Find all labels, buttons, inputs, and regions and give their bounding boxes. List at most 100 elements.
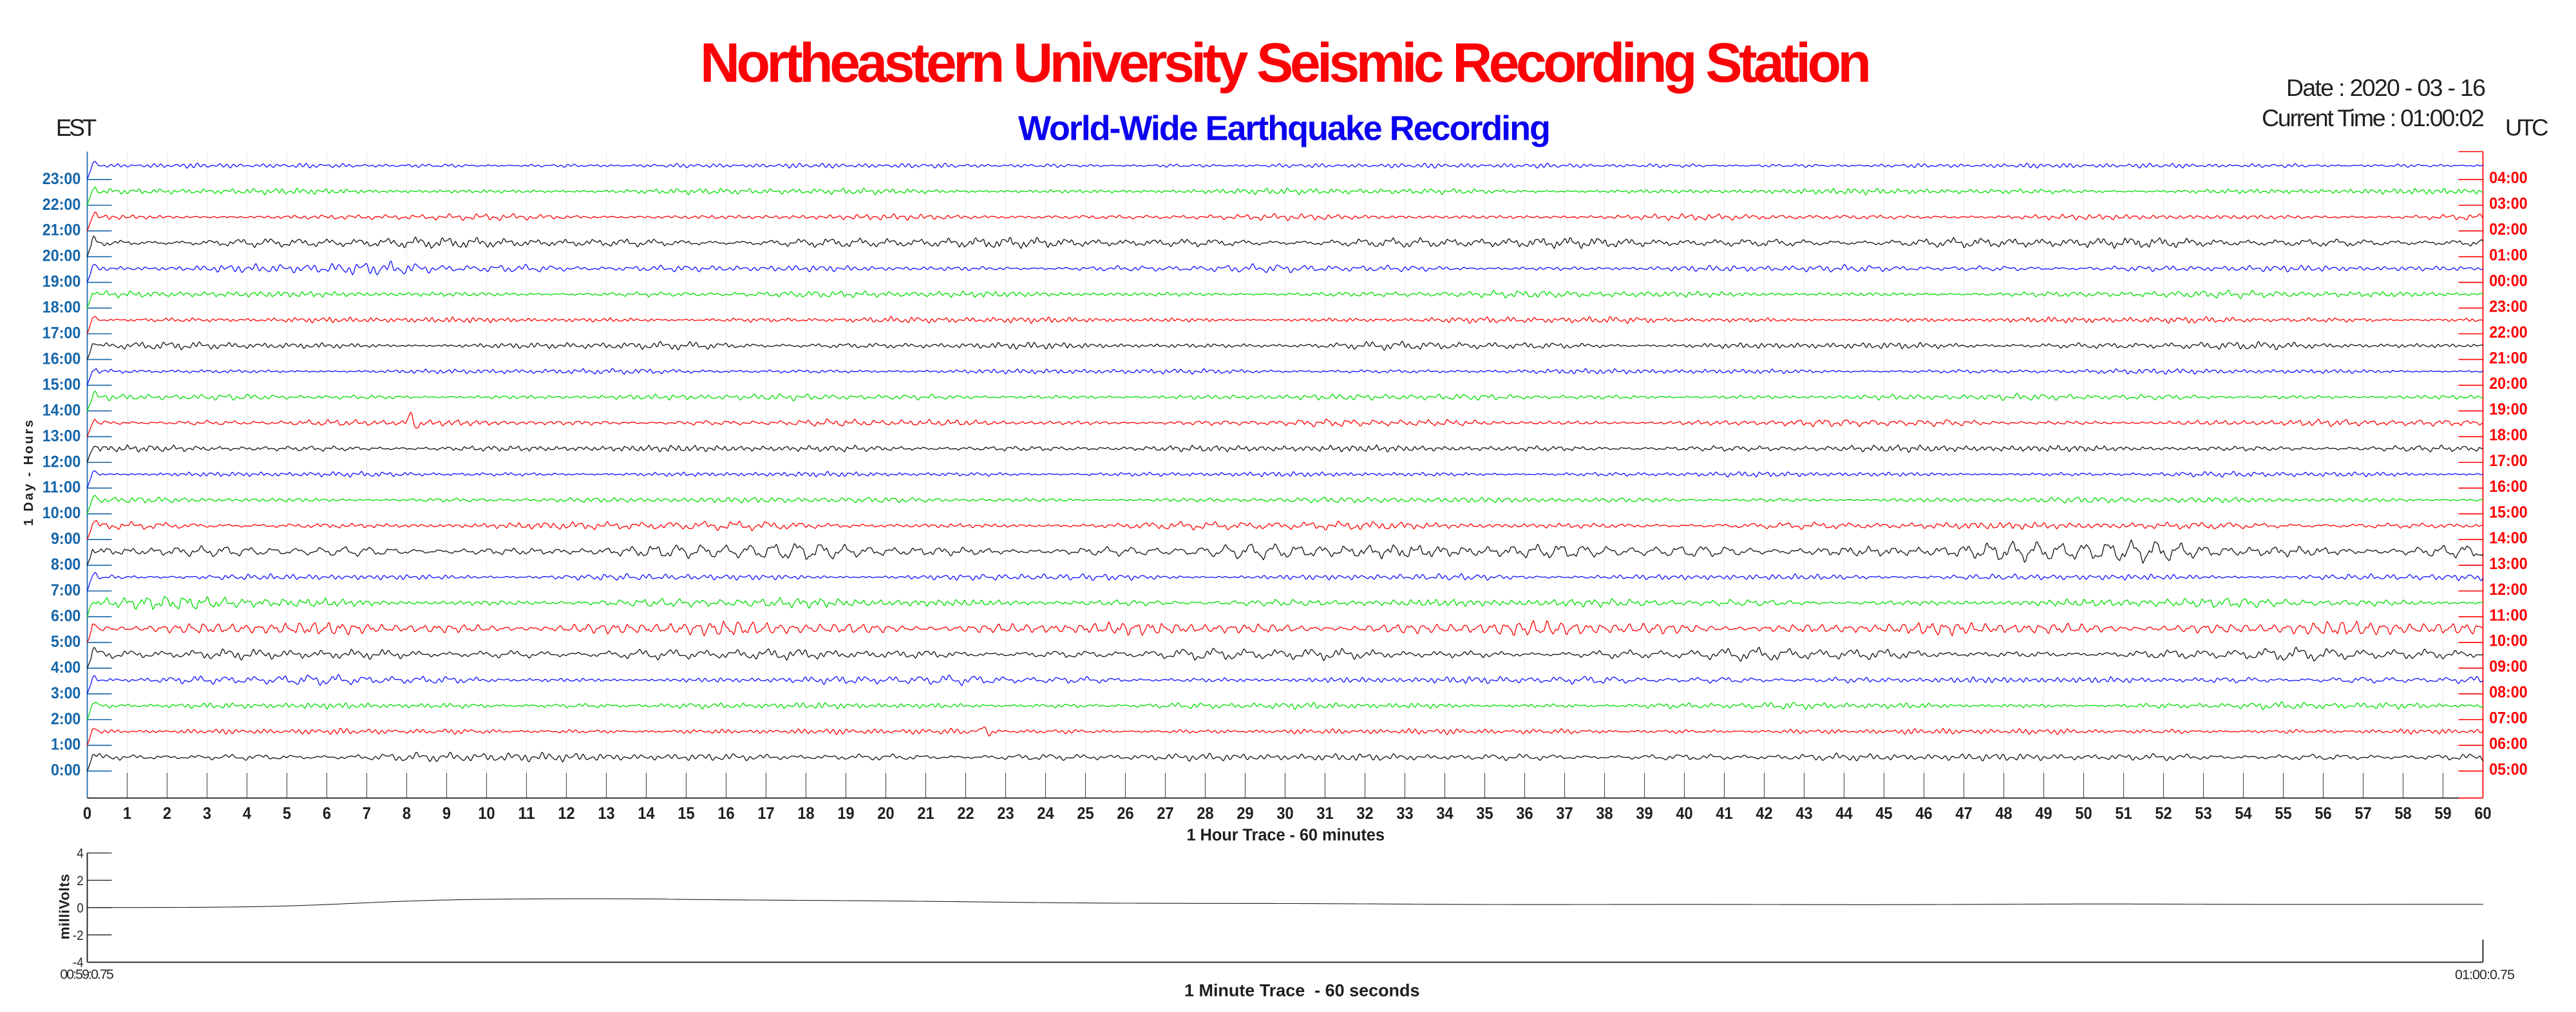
svg-text:11:00: 11:00 <box>2489 606 2528 624</box>
svg-text:39: 39 <box>1636 803 1653 823</box>
svg-text:9:00: 9:00 <box>51 530 80 548</box>
svg-text:19: 19 <box>837 803 854 823</box>
svg-text:7: 7 <box>363 803 371 823</box>
svg-text:1 Day - Hours: 1 Day - Hours <box>22 420 36 526</box>
svg-text:47: 47 <box>1955 803 1972 823</box>
svg-text:5:00: 5:00 <box>51 633 80 651</box>
svg-text:Date : 2020 - 03 - 16: Date : 2020 - 03 - 16 <box>2286 74 2486 101</box>
svg-text:21:00: 21:00 <box>2489 349 2528 367</box>
svg-text:23: 23 <box>997 803 1014 823</box>
svg-text:42: 42 <box>1756 803 1772 823</box>
svg-text:17:00: 17:00 <box>2489 452 2528 470</box>
svg-text:13:00: 13:00 <box>43 427 81 445</box>
svg-text:09:00: 09:00 <box>2489 658 2528 676</box>
svg-text:10:00: 10:00 <box>2489 632 2528 650</box>
svg-text:22:00: 22:00 <box>43 196 81 214</box>
svg-text:38: 38 <box>1596 803 1613 823</box>
svg-text:58: 58 <box>2394 803 2411 823</box>
svg-text:16: 16 <box>717 803 734 823</box>
svg-text:00:59:0.75: 00:59:0.75 <box>60 967 114 982</box>
svg-text:12:00: 12:00 <box>43 453 81 471</box>
svg-text:13: 13 <box>598 803 614 823</box>
svg-text:17: 17 <box>757 803 774 823</box>
svg-text:1:00: 1:00 <box>51 736 80 754</box>
svg-text:18: 18 <box>797 803 814 823</box>
svg-text:14:00: 14:00 <box>2489 529 2528 547</box>
svg-text:4: 4 <box>77 847 84 861</box>
svg-text:6:00: 6:00 <box>51 607 80 625</box>
svg-text:30: 30 <box>1276 803 1293 823</box>
svg-text:51: 51 <box>2115 803 2132 823</box>
svg-text:18:00: 18:00 <box>2489 426 2528 444</box>
svg-text:53: 53 <box>2195 803 2211 823</box>
svg-text:41: 41 <box>1716 803 1732 823</box>
svg-text:4:00: 4:00 <box>51 659 80 677</box>
svg-text:12:00: 12:00 <box>2489 581 2528 599</box>
svg-text:5: 5 <box>283 803 291 823</box>
svg-text:07:00: 07:00 <box>2489 709 2528 727</box>
svg-text:17:00: 17:00 <box>43 324 81 342</box>
svg-text:50: 50 <box>2075 803 2092 823</box>
svg-text:31: 31 <box>1316 803 1333 823</box>
svg-text:55: 55 <box>2275 803 2291 823</box>
svg-text:56: 56 <box>2315 803 2331 823</box>
svg-text:14: 14 <box>638 803 655 823</box>
svg-text:04:00: 04:00 <box>2489 169 2528 187</box>
svg-text:60: 60 <box>2474 803 2491 823</box>
svg-text:16:00: 16:00 <box>43 350 81 368</box>
svg-text:15:00: 15:00 <box>43 375 81 393</box>
svg-text:1 Minute Trace - 60 seconds: 1 Minute Trace - 60 seconds <box>1184 980 1420 1000</box>
svg-text:UTC: UTC <box>2505 115 2549 141</box>
svg-text:01:00:0.75: 01:00:0.75 <box>2455 967 2515 982</box>
svg-text:29: 29 <box>1236 803 1253 823</box>
svg-text:24: 24 <box>1037 803 1054 823</box>
svg-text:23:00: 23:00 <box>43 170 81 188</box>
svg-text:05:00: 05:00 <box>2489 760 2528 778</box>
svg-text:22:00: 22:00 <box>2489 323 2528 341</box>
svg-text:4: 4 <box>243 803 252 823</box>
svg-text:25: 25 <box>1077 803 1094 823</box>
svg-text:01:00: 01:00 <box>2489 246 2528 264</box>
svg-text:20: 20 <box>877 803 894 823</box>
svg-text:49: 49 <box>2035 803 2052 823</box>
svg-text:35: 35 <box>1476 803 1493 823</box>
svg-text:06:00: 06:00 <box>2489 735 2528 753</box>
svg-text:03:00: 03:00 <box>2489 195 2528 213</box>
svg-text:2:00: 2:00 <box>51 710 80 728</box>
svg-text:08:00: 08:00 <box>2489 684 2528 702</box>
svg-text:26: 26 <box>1117 803 1133 823</box>
svg-text:13:00: 13:00 <box>2489 555 2528 573</box>
svg-text:36: 36 <box>1516 803 1533 823</box>
svg-text:34: 34 <box>1436 803 1454 823</box>
svg-text:8:00: 8:00 <box>51 556 80 574</box>
svg-text:2: 2 <box>77 874 84 888</box>
svg-text:59: 59 <box>2434 803 2451 823</box>
svg-text:57: 57 <box>2354 803 2371 823</box>
svg-text:43: 43 <box>1795 803 1812 823</box>
svg-text:19:00: 19:00 <box>43 273 81 291</box>
svg-text:28: 28 <box>1197 803 1213 823</box>
svg-text:EST: EST <box>56 115 97 141</box>
svg-text:1: 1 <box>123 803 131 823</box>
svg-text:33: 33 <box>1396 803 1413 823</box>
svg-text:Current Time : 01:00:02: Current Time : 01:00:02 <box>2262 104 2485 131</box>
svg-text:15:00: 15:00 <box>2489 503 2528 521</box>
svg-text:32: 32 <box>1356 803 1373 823</box>
svg-text:21:00: 21:00 <box>43 221 81 239</box>
svg-text:23:00: 23:00 <box>2489 297 2528 315</box>
svg-text:54: 54 <box>2235 803 2252 823</box>
svg-text:12: 12 <box>558 803 574 823</box>
svg-text:0: 0 <box>83 803 91 823</box>
svg-text:14:00: 14:00 <box>43 401 81 419</box>
svg-text:44: 44 <box>1835 803 1853 823</box>
svg-text:52: 52 <box>2155 803 2172 823</box>
svg-text:15: 15 <box>677 803 694 823</box>
svg-text:9: 9 <box>442 803 451 823</box>
svg-text:2: 2 <box>163 803 171 823</box>
svg-text:11: 11 <box>518 803 535 823</box>
svg-text:37: 37 <box>1556 803 1573 823</box>
svg-text:18:00: 18:00 <box>43 299 81 317</box>
svg-text:22: 22 <box>957 803 974 823</box>
svg-text:milliVolts: milliVolts <box>57 874 73 940</box>
svg-text:0:00: 0:00 <box>51 762 80 780</box>
